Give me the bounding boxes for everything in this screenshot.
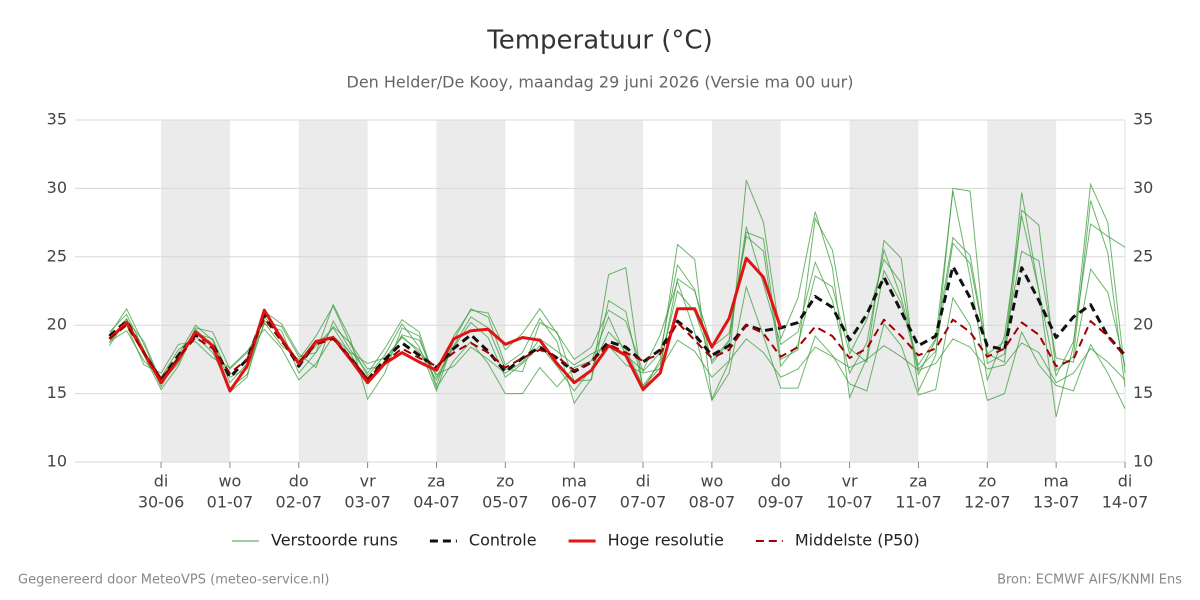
x-tick-date: 12-07 — [964, 493, 1011, 512]
x-tick-label: ma — [1043, 472, 1068, 491]
y-tick-label: 10 — [47, 452, 67, 471]
member-line — [109, 324, 1126, 384]
chart-title: Temperatuur (°C) — [486, 26, 712, 56]
x-tick-date: 06-07 — [551, 493, 598, 512]
x-tick-label: vr — [360, 472, 376, 491]
day-shade — [436, 120, 506, 462]
y2-tick-label: 20 — [1133, 315, 1153, 334]
x-tick-label: di — [636, 472, 651, 491]
x-tick-label: do — [771, 472, 791, 491]
x-tick-date: 02-07 — [276, 493, 323, 512]
series-line — [108, 317, 1126, 380]
member-line — [109, 180, 1126, 418]
x-tick-date: 10-07 — [826, 493, 873, 512]
legend-label: Verstoorde runs — [271, 531, 398, 550]
x-tick-label: di — [1118, 472, 1133, 491]
x-tick-date: 30-06 — [138, 493, 185, 512]
member-line — [108, 235, 1126, 388]
x-tick-date: 08-07 — [689, 493, 736, 512]
member-line — [108, 279, 1126, 409]
x-tick-date: 11-07 — [895, 493, 942, 512]
x-tick-date: 04-07 — [413, 493, 460, 512]
x-tick-label: zo — [496, 472, 514, 491]
y-tick-label: 25 — [47, 246, 67, 265]
day-shade — [987, 120, 1057, 462]
x-tick-date: 14-07 — [1102, 493, 1149, 512]
series-line — [108, 256, 783, 393]
chart-subtitle: Den Helder/De Kooy, maandag 29 juni 2026… — [347, 73, 854, 92]
footer-right: Bron: ECMWF AIFS/KNMI Ens — [997, 573, 1182, 588]
y2-tick-label: 35 — [1133, 110, 1153, 129]
y2-tick-label: 10 — [1133, 452, 1153, 471]
x-tick-label: wo — [700, 472, 723, 491]
x-tick-date: 09-07 — [757, 493, 804, 512]
y-tick-label: 20 — [47, 315, 67, 334]
x-tick-label: za — [909, 472, 927, 491]
y-tick-label: 35 — [47, 110, 67, 129]
x-tick-date: 05-07 — [482, 493, 529, 512]
x-tick-date: 03-07 — [344, 493, 391, 512]
x-tick-label: za — [427, 472, 445, 491]
x-tick-label: vr — [842, 472, 858, 491]
legend-label: Hoge resolutie — [608, 531, 724, 550]
x-tick-date: 13-07 — [1033, 493, 1080, 512]
y-tick-label: 15 — [47, 383, 67, 402]
y2-tick-label: 30 — [1133, 178, 1153, 197]
day-shade — [849, 120, 919, 462]
y-tick-label: 30 — [47, 178, 67, 197]
legend-label: Middelste (P50) — [795, 531, 920, 550]
member-line — [108, 200, 1126, 394]
x-tick-label: zo — [978, 472, 996, 491]
x-tick-label: ma — [561, 472, 586, 491]
day-shade — [574, 120, 644, 462]
legend-label: Controle — [469, 531, 537, 550]
y2-tick-label: 25 — [1133, 246, 1153, 265]
day-shade — [161, 120, 230, 462]
footer-left: Gegenereerd door MeteoVPS (meteo-service… — [18, 573, 329, 588]
x-tick-date: 07-07 — [620, 493, 667, 512]
day-shade — [711, 120, 781, 462]
y2-tick-label: 15 — [1133, 383, 1153, 402]
x-tick-date: 01-07 — [207, 493, 254, 512]
x-tick-label: di — [154, 472, 169, 491]
day-shade — [298, 120, 368, 462]
x-tick-label: do — [289, 472, 309, 491]
x-tick-label: wo — [218, 472, 241, 491]
